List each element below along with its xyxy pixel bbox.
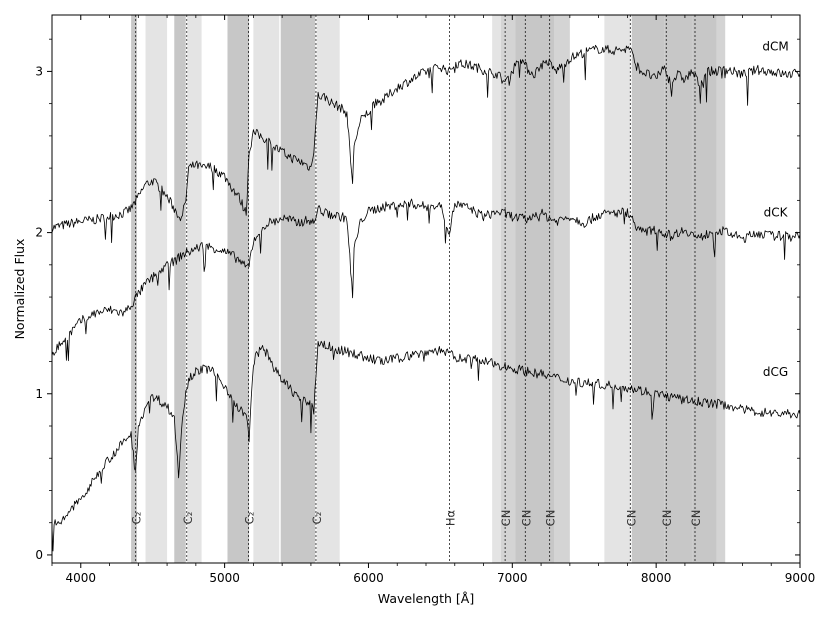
x-tick-label: 7000 [497,571,528,585]
y-tick-label: 0 [35,548,43,562]
x-axis-title: Wavelength [Å] [378,591,474,606]
marker-label: CN [519,510,533,527]
marker-label: C₂ [130,512,144,525]
shaded-band [554,15,570,563]
shaded-band [492,15,501,563]
marker-label: CN [689,510,703,527]
x-tick-label: 8000 [641,571,672,585]
marker-label: CN [499,510,513,527]
spectra: dCM dCK dCG [51,39,801,552]
line-markers: C₂ C₂ C₂ C₂ Hα CN CN CN CN CN CN [130,15,703,563]
shaded-band [174,15,186,563]
marker-label: CN [660,510,674,527]
x-tick-label: 9000 [785,571,816,585]
shaded-band [500,15,516,563]
shaded-band [253,15,280,563]
shaded-band [515,15,555,563]
shaded-band [631,15,665,563]
marker-label: C₂ [181,512,195,525]
shaded-band [664,15,693,563]
series-label: dCG [763,365,788,379]
series-label: dCM [762,39,788,53]
marker-label: CN [624,510,638,527]
y-tick-label: 3 [35,64,43,78]
x-tick-label: 5000 [209,571,240,585]
shaded-band [145,15,168,563]
shaded-band [316,15,340,563]
y-axis-title: Normalized Flux [12,239,27,340]
x-tick-label: 6000 [353,571,384,585]
shaded-band [604,15,631,563]
marker-label: C₂ [310,512,324,525]
series-dCK-line [51,198,801,362]
marker-label: CN [544,510,558,527]
shaded-band [280,15,316,563]
series-dCM-line [51,44,801,244]
marker-label: C₂ [242,512,256,525]
x-tick-label: 4000 [65,571,96,585]
shaded-band [692,15,717,563]
x-axis: 4000 5000 6000 7000 8000 9000 [51,15,816,585]
y-tick-label: 2 [35,226,43,240]
shaded-bands [131,15,726,563]
series-dCG-line [51,340,801,552]
y-tick-label: 1 [35,387,43,401]
y-axis: 0 1 2 3 [35,38,800,562]
shaded-band [187,15,202,563]
shaded-band [716,15,726,563]
shaded-band [131,15,137,563]
marker-label: Hα [443,509,457,526]
series-label: dCK [764,205,789,219]
shaded-band [227,15,250,563]
